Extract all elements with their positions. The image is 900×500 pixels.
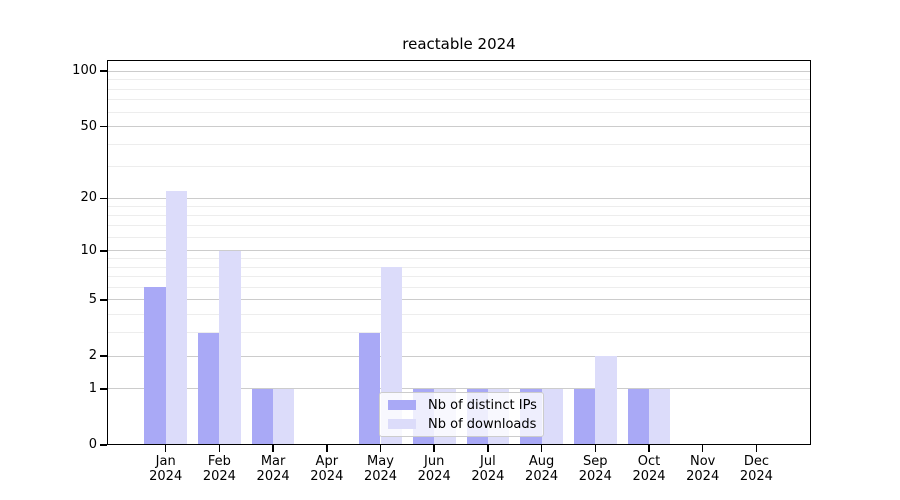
x-axis-tick-label: Oct 2024 xyxy=(632,454,666,484)
x-axis-tick-label: Jan 2024 xyxy=(149,454,183,484)
legend-item: Nb of downloads xyxy=(386,417,537,432)
x-axis-tick-label: Apr 2024 xyxy=(310,454,344,484)
major-gridline xyxy=(107,250,811,252)
y-axis-tick xyxy=(100,125,107,128)
y-axis-tick xyxy=(100,249,107,252)
x-axis-tick-label: Jul 2024 xyxy=(471,454,505,484)
y-axis-tick xyxy=(100,70,107,72)
minor-gridline xyxy=(107,266,811,268)
y-axis-tick xyxy=(100,355,107,357)
major-gridline xyxy=(107,388,811,390)
minor-gridline xyxy=(107,332,811,334)
chart-title: reactable 2024 xyxy=(402,35,516,53)
minor-gridline xyxy=(107,79,811,81)
minor-gridline xyxy=(107,276,811,278)
minor-gridline xyxy=(107,206,811,208)
x-axis-tick xyxy=(379,445,382,452)
bar xyxy=(595,356,617,445)
y-axis-tick-label: 100 xyxy=(72,63,97,79)
y-axis-tick xyxy=(100,388,107,390)
x-axis-tick-label: Feb 2024 xyxy=(202,454,236,484)
y-axis-tick-label: 5 xyxy=(88,291,97,307)
minor-gridline xyxy=(107,88,811,90)
x-axis-tick-label: Aug 2024 xyxy=(525,454,559,484)
minor-gridline xyxy=(107,225,811,227)
x-axis-tick xyxy=(487,445,489,452)
x-axis-tick-label: Jun 2024 xyxy=(417,454,451,484)
legend-item: Nb of distinct IPs xyxy=(386,398,537,413)
x-axis-tick xyxy=(540,445,543,452)
minor-gridline xyxy=(107,314,811,316)
major-gridline xyxy=(107,70,811,72)
x-axis-tick xyxy=(218,445,221,452)
major-gridline xyxy=(107,299,811,301)
x-axis-tick-label: May 2024 xyxy=(363,454,398,484)
bar xyxy=(273,388,295,445)
y-axis-tick-label: 10 xyxy=(80,242,97,258)
y-axis-tick xyxy=(100,299,107,301)
major-gridline xyxy=(107,197,811,199)
y-axis-tick xyxy=(100,444,107,446)
legend: Nb of distinct IPs Nb of downloads xyxy=(379,392,544,437)
x-axis-tick-label: Mar 2024 xyxy=(256,454,290,484)
minor-gridline xyxy=(107,143,811,145)
bar xyxy=(359,332,381,445)
legend-swatch-downloads xyxy=(388,419,416,429)
legend-label: Nb of downloads xyxy=(428,416,537,432)
x-axis-tick xyxy=(272,445,274,452)
y-axis-tick xyxy=(100,197,107,200)
x-axis-tick-label: Dec 2024 xyxy=(739,454,773,484)
major-gridline xyxy=(107,126,811,128)
minor-gridline xyxy=(107,111,811,113)
x-axis-tick-label: Sep 2024 xyxy=(578,454,612,484)
bar xyxy=(541,388,563,445)
bar xyxy=(251,388,274,445)
bar xyxy=(198,332,220,445)
y-axis-tick-label: 20 xyxy=(80,190,97,206)
minor-gridline xyxy=(107,166,811,168)
y-axis-tick-label: 0 xyxy=(88,437,97,452)
bar xyxy=(219,250,241,445)
y-axis-tick-label: 50 xyxy=(80,118,97,134)
x-axis-tick xyxy=(594,445,597,452)
legend-swatch-distinct-ips xyxy=(388,400,416,410)
minor-gridline xyxy=(107,99,811,101)
minor-gridline xyxy=(107,236,811,238)
y-axis-tick-label: 2 xyxy=(88,348,97,364)
minor-gridline xyxy=(107,258,811,259)
x-axis-tick-label: Nov 2024 xyxy=(686,454,720,484)
legend-label: Nb of distinct IPs xyxy=(428,397,537,413)
major-gridline xyxy=(107,355,811,357)
x-axis-tick xyxy=(326,445,328,452)
x-axis-tick xyxy=(701,445,704,452)
x-axis-tick xyxy=(755,445,758,452)
minor-gridline xyxy=(107,215,811,217)
bar xyxy=(627,388,649,445)
bar xyxy=(573,388,596,445)
bar xyxy=(165,191,188,445)
x-axis-tick xyxy=(433,445,435,452)
minor-gridline xyxy=(107,286,811,288)
y-axis-tick-label: 1 xyxy=(88,380,97,396)
x-axis-tick xyxy=(648,445,650,452)
x-axis-tick xyxy=(164,445,167,452)
bar xyxy=(144,287,166,445)
bar xyxy=(649,388,671,445)
